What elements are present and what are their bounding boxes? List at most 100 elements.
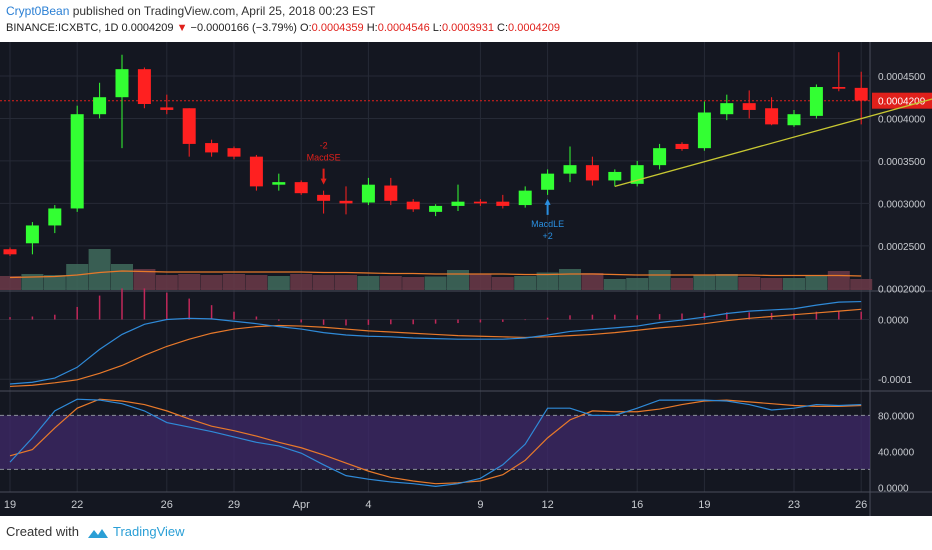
stoch-k-line — [9, 398, 862, 488]
candle-body — [541, 173, 555, 190]
volume-bar — [111, 264, 133, 290]
x-tick-label: 29 — [228, 499, 240, 511]
stoch-band — [0, 415, 870, 470]
publish-text: published on TradingView.com, April 25, … — [69, 4, 376, 18]
price-tick-label: 0.0002500 — [878, 242, 926, 253]
last-price-label: 0.0004209 — [878, 97, 926, 108]
volume-bar — [827, 271, 850, 290]
volume-bar — [267, 276, 290, 290]
created-with-text: Created with — [6, 524, 79, 539]
low-label: L: — [432, 22, 442, 34]
signal-label: -2 — [320, 141, 328, 151]
open-label: O: — [300, 22, 312, 34]
signal-label: MacdSE — [307, 153, 341, 163]
candle-body — [697, 112, 711, 149]
author-link[interactable]: Crypt0Bean — [6, 4, 70, 18]
price-tick-label: 0.0004000 — [878, 114, 926, 125]
volume-bar — [88, 249, 111, 290]
footer: Created with TradingView — [6, 524, 185, 540]
volume-bar — [0, 276, 21, 290]
tradingview-logo-icon — [87, 528, 108, 538]
stoch-tick-label: 80.0000 — [878, 411, 915, 422]
candle-body — [429, 205, 443, 212]
macd-line — [9, 300, 862, 385]
volume-bar — [693, 275, 716, 290]
volume-bar — [379, 276, 402, 290]
candle-body — [115, 69, 129, 98]
signal-label: MacdLE — [531, 219, 564, 229]
buy-arrow-icon — [544, 198, 551, 215]
volume-bar — [626, 278, 649, 290]
candle-body — [406, 201, 420, 210]
candle-body — [832, 87, 846, 89]
volume-bar — [469, 274, 492, 290]
volume-bar — [245, 275, 268, 290]
candle-body — [25, 225, 39, 244]
tradingview-link[interactable]: TradingView — [112, 524, 185, 539]
x-tick-label: 26 — [161, 499, 173, 511]
volume-bar — [178, 274, 201, 290]
volume-bar — [559, 269, 581, 290]
x-tick-label: 9 — [477, 499, 483, 511]
symbol-info: BINANCE:ICXBTC, 1D 0.0004209 ▼ −0.000016… — [6, 22, 560, 34]
volume-bar — [760, 278, 783, 290]
volume-bar — [738, 277, 761, 290]
open-value: 0.0004359 — [311, 22, 364, 34]
candle-body — [272, 182, 286, 185]
candle-body — [720, 103, 734, 115]
x-tick-label: Apr — [293, 499, 310, 511]
x-tick-label: 12 — [541, 499, 553, 511]
last-price-tag — [872, 92, 932, 109]
x-tick-label: 22 — [71, 499, 83, 511]
candle-body — [518, 190, 532, 206]
candle-body — [294, 182, 308, 194]
candle-body — [608, 171, 622, 181]
volume-bar — [21, 274, 44, 290]
candle-body — [809, 87, 823, 116]
close-label: C: — [497, 22, 509, 34]
volume-bar — [43, 275, 66, 290]
volume-bar — [447, 270, 469, 290]
candle-body — [339, 200, 353, 204]
candle-body — [205, 143, 219, 153]
symbol-line: BINANCE:ICXBTC, 1D 0.0004209 — [6, 22, 174, 34]
macd-tick-label: -0.0001 — [878, 375, 912, 386]
signal-label: +2 — [542, 231, 552, 241]
x-tick-label: 16 — [631, 499, 643, 511]
candle-body — [70, 114, 84, 209]
volume-bar — [648, 270, 671, 290]
candle-body — [496, 201, 510, 206]
candle-body — [137, 69, 151, 104]
macd-tick-label: 0.0000 — [878, 315, 909, 326]
low-value: 0.0003931 — [441, 22, 494, 34]
chart-canvas[interactable]: 0.0004500 0.0004000 0.0003500 0.0003000 0.00… — [0, 42, 932, 516]
volume-bar — [357, 276, 380, 290]
volume-bar — [850, 279, 873, 290]
price-change: −0.0000166 (−3.79%) — [190, 22, 297, 34]
volume-bar — [715, 274, 738, 290]
candle-body — [361, 184, 375, 203]
stoch-tick-label: 40.0000 — [878, 447, 915, 458]
candle-body — [249, 156, 263, 187]
high-label: H: — [366, 22, 378, 34]
candle-body — [48, 208, 62, 226]
price-axis-background — [870, 42, 932, 516]
candle-body — [585, 165, 599, 181]
candle-body — [3, 249, 17, 255]
candle-body — [787, 114, 801, 126]
stoch-tick-label: 0.0000 — [878, 483, 909, 494]
candle-body — [182, 108, 196, 144]
price-tick-label: 0.0004500 — [878, 72, 926, 83]
volume-bar — [491, 277, 514, 290]
volume-bar — [133, 269, 156, 290]
publish-info: Crypt0Bean published on TradingView.com,… — [6, 4, 375, 18]
volume-bar — [335, 275, 357, 290]
volume-bar — [603, 279, 626, 290]
volume-bar — [805, 276, 828, 290]
x-tick-label: 26 — [855, 499, 867, 511]
candle-body — [160, 107, 174, 110]
volume-ma-line — [9, 270, 862, 279]
candle-body — [227, 148, 241, 157]
down-arrow-icon: ▼ — [176, 22, 188, 34]
volume-bar — [312, 275, 335, 290]
